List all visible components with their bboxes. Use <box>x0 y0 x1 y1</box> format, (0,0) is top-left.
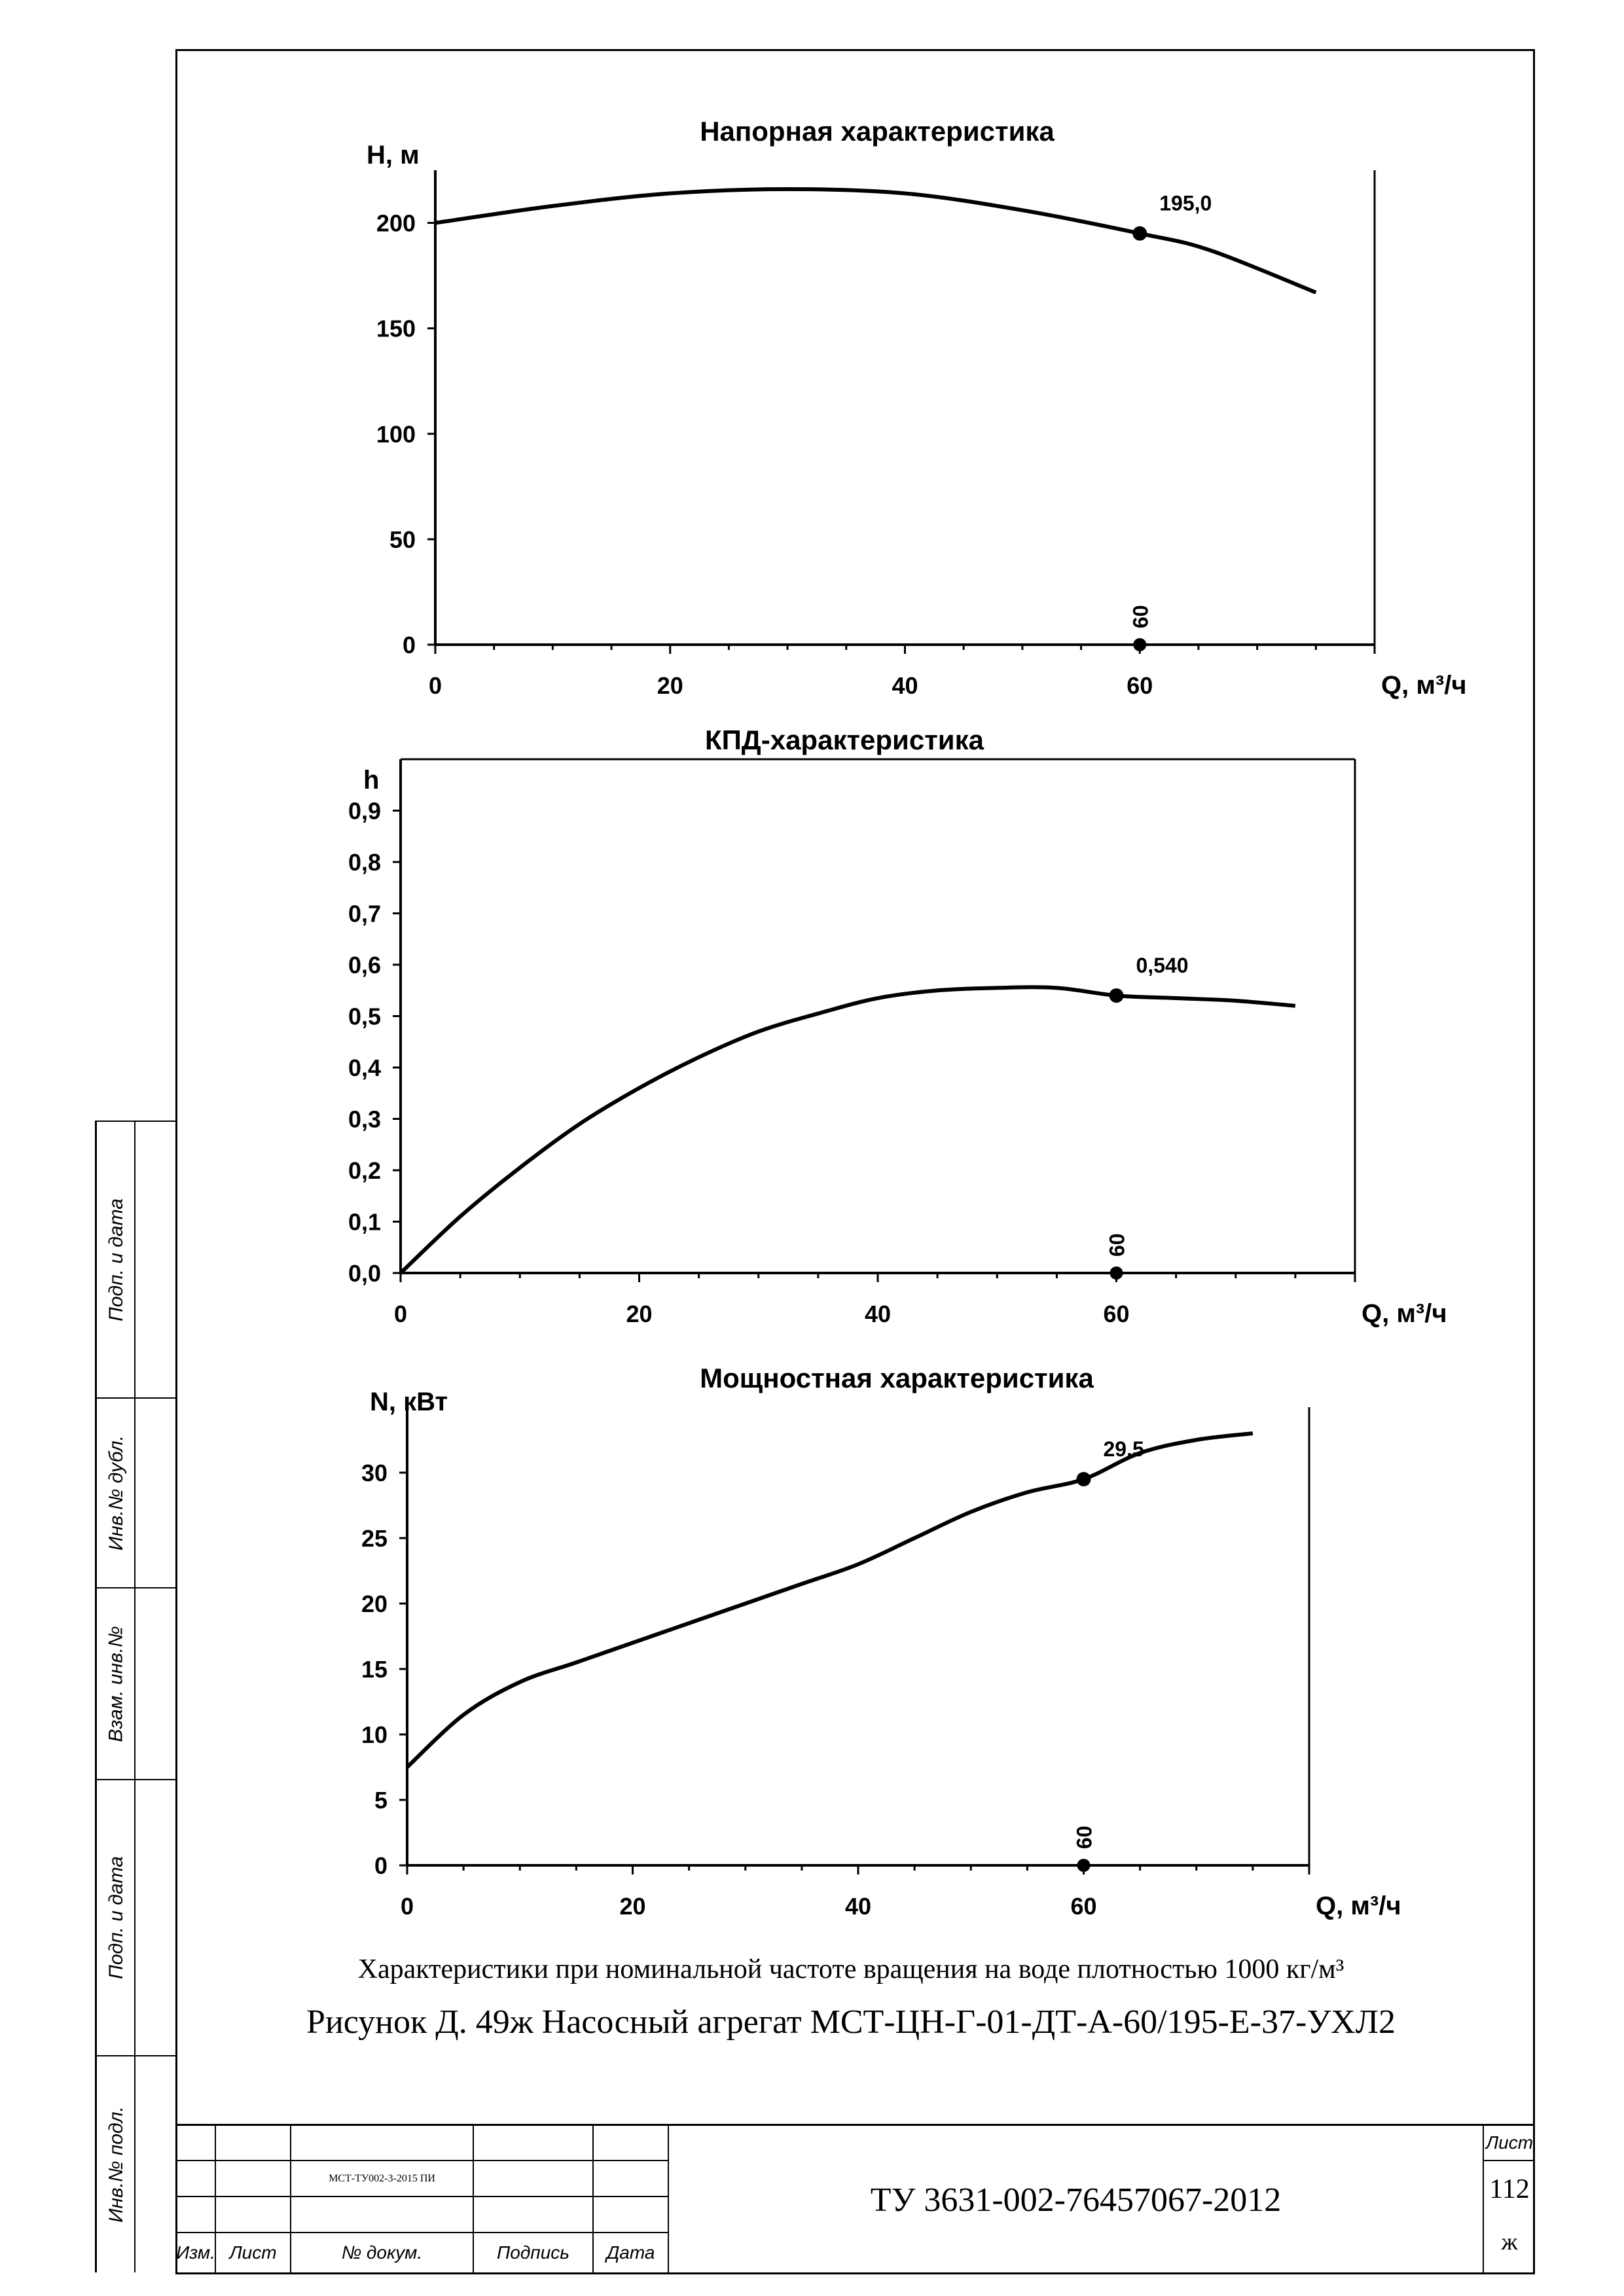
efficiency-y-tick-label: 0,1 <box>348 1209 381 1236</box>
efficiency-y-axis-label: h <box>363 766 379 795</box>
figure-caption: Рисунок Д. 49ж Насосный агрегат МСТ-ЦН-Г… <box>306 2003 1396 2041</box>
head-x-tick-label: 20 <box>657 672 683 699</box>
efficiency-operating-point <box>1109 988 1124 1003</box>
head-base-point-label: 60 <box>1128 605 1152 628</box>
figure-note: Характеристики при номинальной частоте в… <box>357 1954 1344 1984</box>
head-operating-point <box>1132 226 1147 241</box>
head-chart-title: Напорная характеристика <box>700 116 1055 147</box>
power-y-tick-label: 30 <box>361 1460 388 1486</box>
efficiency-operating-point-label: 0,540 <box>1136 954 1189 977</box>
power-operating-point-label: 29.5 <box>1104 1437 1144 1461</box>
power-y-tick-label: 0 <box>374 1852 388 1879</box>
efficiency-x-tick-label: 60 <box>1103 1300 1129 1327</box>
sheet-label: Лист <box>1485 2132 1534 2153</box>
col-sign: Подпись <box>496 2242 570 2263</box>
power-x-tick-label: 60 <box>1070 1893 1096 1920</box>
efficiency-y-tick-label: 0,8 <box>348 849 381 876</box>
efficiency-y-tick-label: 0,6 <box>348 952 381 978</box>
head-y-tick-label: 0 <box>403 632 416 658</box>
efficiency-curve <box>399 985 1296 1275</box>
col-izm: Изм. <box>176 2242 215 2263</box>
head-y-tick-label: 200 <box>376 210 416 237</box>
frame-left <box>175 49 177 2274</box>
head-x-tick-label: 60 <box>1127 672 1153 699</box>
head-x-tick-label: 0 <box>429 672 442 699</box>
frame-top <box>177 49 1535 51</box>
power-y-tick-label: 20 <box>361 1590 388 1617</box>
power-x-axis-label: Q, м³/ч <box>1316 1892 1401 1920</box>
efficiency-y-tick-label: 0,0 <box>348 1260 381 1287</box>
efficiency-x-axis-label: Q, м³/ч <box>1362 1299 1447 1328</box>
frame-bottom <box>177 2272 1535 2274</box>
power-y-tick-label: 15 <box>361 1656 388 1683</box>
head-y-tick-label: 150 <box>376 315 416 342</box>
efficiency-base-point-label: 60 <box>1106 1233 1129 1257</box>
sheet-number: 112 <box>1489 2174 1530 2204</box>
col-date: Дата <box>606 2242 655 2263</box>
head-y-axis-label: H, м <box>367 141 420 170</box>
power-x-tick-label: 40 <box>845 1893 871 1920</box>
stamp-outer-line <box>95 1121 97 2272</box>
power-x-tick-label: 0 <box>401 1893 414 1920</box>
power-y-axis-label: N, кВт <box>370 1388 448 1416</box>
power-x-tick-label: 20 <box>619 1893 645 1920</box>
head-y-tick-label: 50 <box>389 526 416 553</box>
power-curve <box>405 1431 1254 1769</box>
sheet-suffix: ж <box>1501 2229 1518 2255</box>
head-base-point <box>1133 638 1147 651</box>
document-designation: ТУ 3631-002-76457067-2012 <box>870 2181 1282 2219</box>
efficiency-y-tick-label: 0,5 <box>348 1003 381 1030</box>
efficiency-y-tick-label: 0,4 <box>348 1054 381 1081</box>
col-doc: № докум. <box>341 2242 423 2263</box>
efficiency-chart-title: КПД-характеристика <box>705 725 984 755</box>
head-x-axis-label: Q, м³/ч <box>1381 671 1467 700</box>
stamp-inner-line <box>134 1121 135 2272</box>
efficiency-y-tick-label: 0,9 <box>348 798 381 825</box>
efficiency-x-tick-label: 0 <box>394 1300 407 1327</box>
head-x-tick-label: 40 <box>892 672 918 699</box>
head-operating-point-label: 195,0 <box>1159 192 1212 215</box>
efficiency-base-point <box>1110 1266 1123 1280</box>
col-list: Лист <box>229 2242 277 2263</box>
power-base-point-label: 60 <box>1073 1825 1096 1849</box>
efficiency-x-tick-label: 20 <box>626 1300 652 1327</box>
efficiency-y-tick-label: 0,7 <box>348 901 381 927</box>
power-y-tick-label: 25 <box>361 1525 388 1552</box>
doc-ref: МСТ-ТУ002-3-2015 ПИ <box>329 2173 435 2184</box>
power-base-point <box>1077 1859 1091 1872</box>
efficiency-y-tick-label: 0,3 <box>348 1106 381 1133</box>
frame-right <box>1533 49 1535 2274</box>
power-chart-title: Мощностная характеристика <box>700 1363 1094 1393</box>
power-operating-point <box>1076 1472 1091 1486</box>
head-curve <box>435 187 1317 295</box>
head-y-tick-label: 100 <box>376 421 416 448</box>
power-y-tick-label: 5 <box>374 1787 388 1814</box>
efficiency-x-tick-label: 40 <box>865 1300 891 1327</box>
power-y-tick-label: 10 <box>361 1721 388 1748</box>
efficiency-y-tick-label: 0,2 <box>348 1157 381 1184</box>
